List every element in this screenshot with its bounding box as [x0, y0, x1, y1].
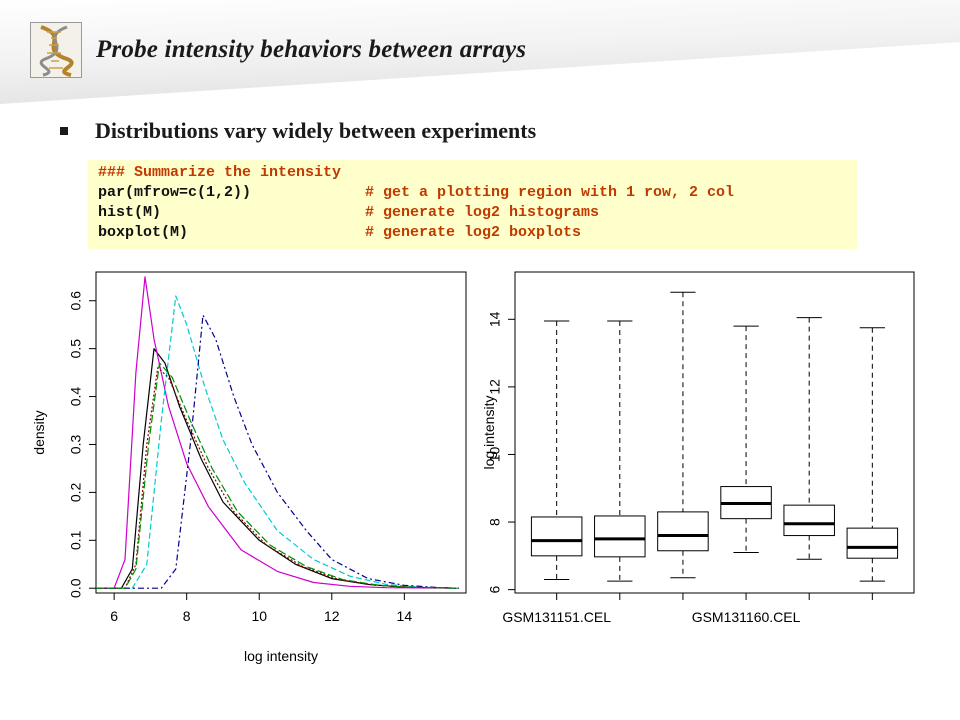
square-bullet-icon — [60, 127, 68, 135]
box-iqr — [846, 527, 899, 559]
code-line-comment: # get a plotting region with 1 row, 2 co… — [365, 184, 735, 201]
y-tick-label: 0.2 — [68, 482, 84, 502]
y-tick-label: 12 — [487, 379, 503, 395]
y-tick-label: 0.0 — [68, 578, 84, 598]
x-tick-label: 10 — [251, 608, 267, 624]
y-tick-label: 8 — [487, 518, 503, 526]
x-tick-label: 6 — [110, 608, 118, 624]
x-tick-label: 12 — [324, 608, 340, 624]
code-line-comment: # generate log2 histograms — [365, 204, 600, 221]
density-plot-frame — [95, 271, 467, 594]
code-line-comment: # generate log2 boxplots — [365, 224, 582, 241]
code-line-command: par(mfrow=c(1,2)) — [98, 184, 252, 201]
slide-title: Probe intensity behaviors between arrays — [96, 36, 527, 63]
bullet-text: Distributions vary widely between experi… — [95, 118, 537, 143]
dna-logo-icon — [30, 22, 82, 78]
y-axis-label: density — [31, 410, 47, 454]
density-curve-4 — [96, 314, 459, 589]
y-tick-label: 0.6 — [68, 291, 84, 311]
y-tick-label: 0.1 — [68, 530, 84, 550]
y-tick-label: 0.4 — [68, 387, 84, 407]
y-tick-label: 0.3 — [68, 435, 84, 455]
x-tick-label: GSM131160.CEL — [692, 609, 801, 625]
x-tick-label: GSM131151.CEL — [502, 609, 611, 625]
density-curve-1 — [96, 348, 459, 589]
x-tick-label: 14 — [397, 608, 413, 624]
y-tick-label: 10 — [487, 446, 503, 462]
box-plot-frame — [514, 271, 915, 594]
code-line-comment: ### Summarize the intensity — [98, 164, 342, 181]
density-curve-3 — [96, 295, 459, 589]
y-tick-label: 6 — [487, 586, 503, 594]
y-tick-label: 14 — [487, 311, 503, 327]
y-tick-label: 0.5 — [68, 339, 84, 359]
code-block: ### Summarize the intensity par(mfrow=c(… — [88, 160, 857, 249]
code-line-command: boxplot(M) — [98, 224, 189, 241]
density-curve-5 — [96, 367, 459, 589]
box-iqr — [530, 516, 583, 557]
x-tick-label: 8 — [183, 608, 191, 624]
code-line-command: hist(M) — [98, 204, 162, 221]
box-iqr — [783, 504, 835, 537]
density-curve-2 — [96, 276, 459, 589]
x-axis-label: log intensity — [244, 648, 318, 664]
box-iqr — [657, 511, 709, 552]
box-iqr — [594, 515, 646, 558]
density-curve-6 — [96, 362, 459, 589]
y-axis-label: log intensity — [481, 396, 497, 470]
